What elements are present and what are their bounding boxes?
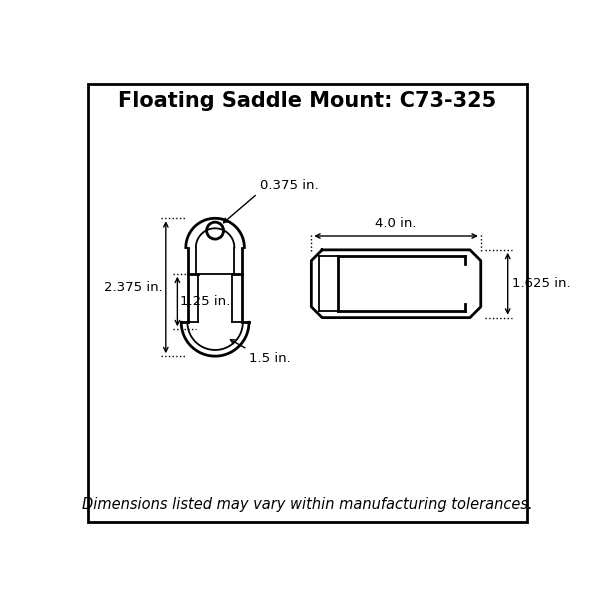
- Text: Floating Saddle Mount: C73-325: Floating Saddle Mount: C73-325: [118, 91, 497, 111]
- Text: 2.375 in.: 2.375 in.: [104, 281, 163, 294]
- Text: Dimensions listed may vary within manufacturing tolerances.: Dimensions listed may vary within manufa…: [82, 497, 533, 512]
- Text: 1.625 in.: 1.625 in.: [512, 277, 570, 290]
- Text: 4.0 in.: 4.0 in.: [376, 217, 417, 230]
- Text: 0.375 in.: 0.375 in.: [260, 179, 319, 192]
- Text: 1.25 in.: 1.25 in.: [179, 295, 230, 308]
- Text: 1.5 in.: 1.5 in.: [249, 352, 291, 365]
